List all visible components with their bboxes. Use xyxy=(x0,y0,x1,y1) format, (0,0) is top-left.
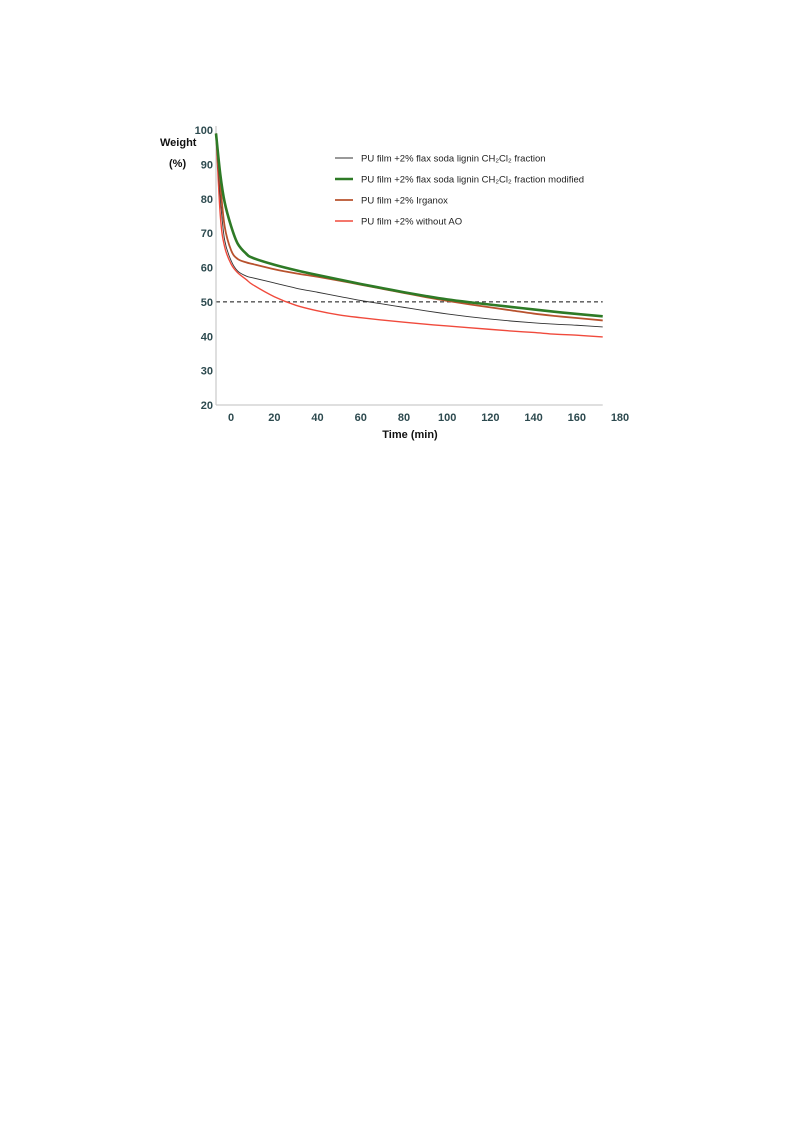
legend-label-3: PU film +2% Irganox xyxy=(361,196,448,207)
x-tick-label: 60 xyxy=(355,412,367,424)
y-tick-label: 70 xyxy=(201,228,213,240)
series-layer xyxy=(214,133,603,338)
legend-label-1: PU film +2% flax soda lignin CH₂Cl₂ frac… xyxy=(361,154,546,165)
axes: 20 30 40 50 60 70 80 90 100 0 20 40 60 80 100 120 140 160… xyxy=(195,125,630,424)
y-tick-label: 80 xyxy=(201,194,213,206)
y-tick-label: 60 xyxy=(201,263,213,275)
x-tick-label: 120 xyxy=(481,412,499,424)
y-tick-label: 90 xyxy=(201,159,213,171)
y-axis-label-line1: Weight xyxy=(160,137,197,149)
x-axis-label: Time (min) xyxy=(382,429,438,441)
series-line-4 xyxy=(215,133,603,338)
y-tick-label: 50 xyxy=(201,297,213,309)
series-line-2 xyxy=(214,133,603,318)
legend-label-4: PU film +2% without AO xyxy=(361,217,462,228)
y-tick-label: 20 xyxy=(201,400,213,412)
x-tick-label: 140 xyxy=(524,412,542,424)
y-tick-label: 30 xyxy=(201,366,213,378)
x-tick-label: 20 xyxy=(268,412,280,424)
x-tick-label: 160 xyxy=(568,412,586,424)
x-tick-label: 40 xyxy=(311,412,323,424)
legend: PU film +2% flax soda lignin CH₂Cl₂ frac… xyxy=(335,154,584,228)
y-tick-label: 40 xyxy=(201,331,213,343)
x-tick-label: 80 xyxy=(398,412,410,424)
legend-label-2: PU film +2% flax soda lignin CH₂Cl₂ frac… xyxy=(361,175,584,186)
y-axis-label-line2: (%) xyxy=(169,158,186,170)
y-tick-label: 100 xyxy=(195,125,213,137)
x-tick-label: 0 xyxy=(228,412,234,424)
series-line-1 xyxy=(215,133,603,328)
x-tick-label: 100 xyxy=(438,412,456,424)
x-tick-label: 180 xyxy=(611,412,629,424)
